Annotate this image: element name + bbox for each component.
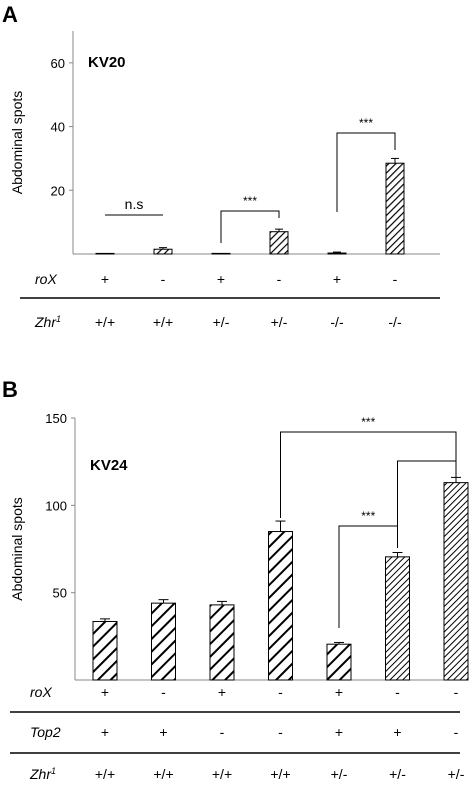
- row-label-name: roX: [30, 684, 52, 700]
- genotype-value: +/-: [448, 766, 465, 782]
- genotype-value: +/+: [153, 766, 173, 782]
- bar: [443, 482, 469, 681]
- genotype-value: -: [278, 684, 283, 700]
- genotype-value: -/-: [388, 314, 402, 330]
- significance-bracket: [336, 132, 396, 212]
- bar: [268, 531, 293, 681]
- chart-b: 50 100 150 Abdominal spots KV24 roX + - + - + - - Top…: [9, 411, 469, 782]
- genotype-value: +: [101, 271, 109, 287]
- row-label: Top2: [30, 724, 61, 740]
- genotype-value: -: [395, 684, 400, 700]
- y-tick-label: 20: [51, 183, 65, 198]
- genotype-value: +/-: [213, 314, 230, 330]
- significance-label: n.s: [125, 196, 144, 212]
- genotype-value: +/+: [270, 766, 290, 782]
- genotype-value: +: [335, 724, 343, 740]
- significance-bracket: [220, 210, 280, 243]
- row-label: roX: [30, 684, 52, 700]
- genotype-value: +: [393, 724, 401, 740]
- y-tick-label: 100: [45, 498, 67, 513]
- chart-label: KV20: [88, 54, 126, 71]
- row-label-superscript: 1: [56, 314, 61, 324]
- genotype-value: -/-: [330, 314, 344, 330]
- genotype-value: -: [161, 684, 166, 700]
- bar: [269, 231, 289, 255]
- significance-bracket: [397, 460, 457, 548]
- genotype-value: +/-: [271, 314, 288, 330]
- genotype-value: -: [393, 271, 398, 287]
- row-label-superscript: 1: [51, 766, 56, 776]
- bar: [153, 248, 173, 255]
- genotype-value: +/+: [153, 314, 173, 330]
- panel-letter-b: B: [2, 377, 18, 402]
- significance-bracket: [280, 431, 457, 518]
- bar: [327, 252, 347, 255]
- row-label: Zhr1: [29, 766, 56, 782]
- y-tick-label: 60: [51, 56, 65, 71]
- y-axis-label: Abdominal spots: [9, 91, 25, 195]
- y-tick-label: 50: [53, 586, 67, 601]
- bar: [211, 252, 231, 255]
- row-label-name: Zhr: [29, 766, 52, 782]
- genotype-value: +/+: [95, 314, 115, 330]
- significance-label: ***: [361, 509, 375, 523]
- y-tick-label: 150: [45, 411, 67, 426]
- significance-label: ***: [243, 194, 257, 208]
- row-label-name: roX: [35, 271, 57, 287]
- genotype-value: +/+: [95, 766, 115, 782]
- genotype-value: -: [454, 724, 459, 740]
- chart-a: 20 40 60 Abdominal spots KV20 roX + - + - + - Zhr1 +/…: [9, 31, 440, 330]
- genotype-value: +/+: [212, 766, 232, 782]
- chart-label: KV24: [90, 457, 128, 474]
- genotype-value: +/-: [331, 766, 348, 782]
- genotype-value: +/-: [389, 766, 406, 782]
- genotype-value: -: [277, 271, 282, 287]
- bar: [385, 162, 405, 255]
- row-label: Zhr1: [34, 314, 61, 330]
- genotype-value: +: [159, 724, 167, 740]
- genotype-value: -: [454, 684, 459, 700]
- y-tick-label: 40: [51, 120, 65, 135]
- y-axis-label: Abdominal spots: [9, 497, 25, 601]
- genotype-value: -: [278, 724, 283, 740]
- genotype-value: -: [161, 271, 166, 287]
- genotype-value: +: [218, 684, 226, 700]
- genotype-value: +: [101, 724, 109, 740]
- significance-label: ***: [361, 415, 375, 429]
- row-label-name: Top2: [30, 724, 61, 740]
- bar: [92, 620, 118, 681]
- genotype-value: +: [101, 684, 109, 700]
- bar: [209, 604, 235, 681]
- row-label: roX: [35, 271, 57, 287]
- significance-label: ***: [359, 116, 373, 130]
- bar: [95, 252, 115, 255]
- bar: [326, 643, 352, 681]
- bar: [151, 602, 176, 681]
- genotype-value: +: [333, 271, 341, 287]
- row-label-name: Zhr: [34, 314, 57, 330]
- genotype-value: +: [217, 271, 225, 287]
- genotype-value: +: [335, 684, 343, 700]
- bar: [385, 556, 410, 681]
- genotype-value: -: [220, 724, 225, 740]
- panel-letter-a: A: [2, 2, 18, 27]
